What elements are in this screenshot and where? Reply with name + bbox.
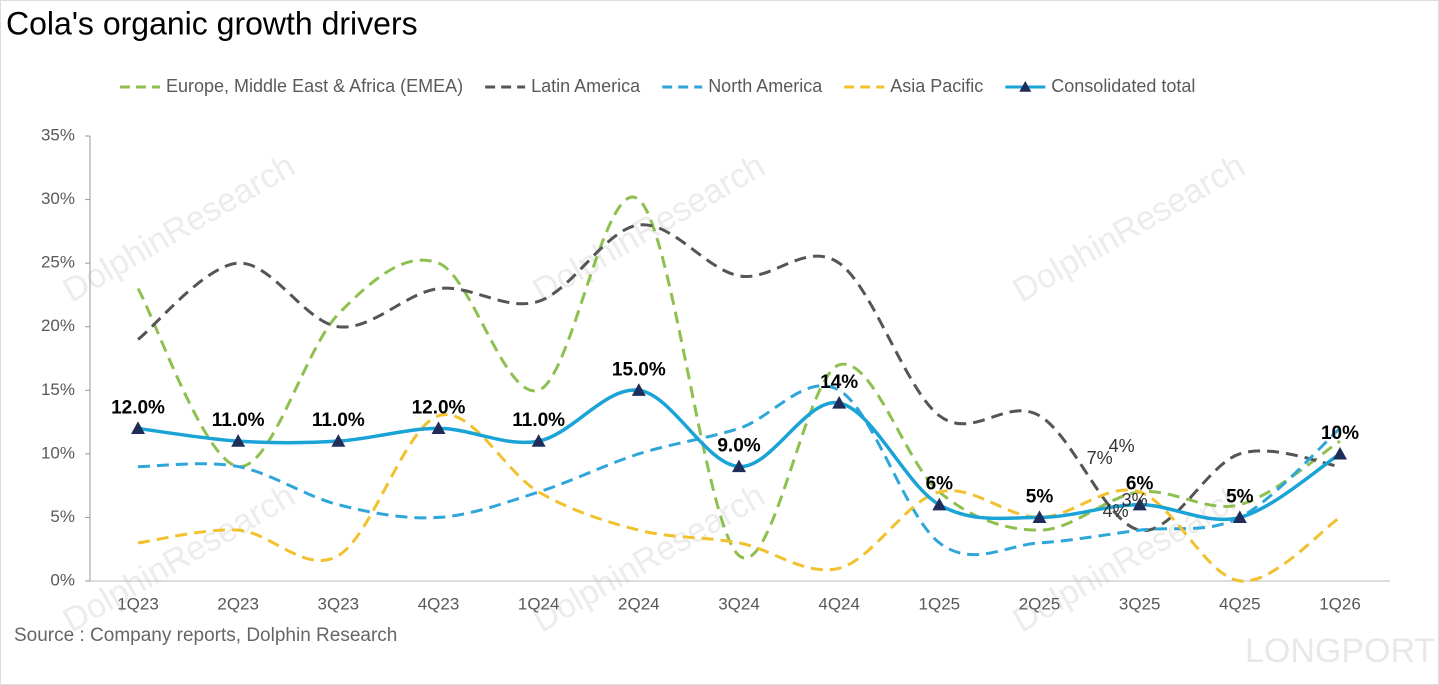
legend-item: Consolidated total — [1005, 76, 1195, 96]
watermark: LONGPORT — [1245, 632, 1435, 670]
y-tick-label: 0% — [50, 570, 75, 589]
x-tick-label: 4Q25 — [1219, 594, 1261, 613]
x-tick-label: 1Q26 — [1319, 594, 1361, 613]
y-tick-label: 35% — [41, 125, 75, 144]
data-label: 5% — [1226, 486, 1254, 507]
legend-label: Consolidated total — [1051, 76, 1195, 96]
x-tick-label: 1Q23 — [117, 594, 159, 613]
point-marker — [531, 434, 546, 447]
y-tick-label: 5% — [50, 507, 75, 526]
legend-item: Latin America — [485, 76, 641, 96]
x-tick-label: 1Q25 — [919, 594, 961, 613]
y-tick-label: 20% — [41, 316, 75, 335]
y-tick-label: 10% — [41, 443, 75, 462]
point-marker — [1032, 510, 1047, 524]
y-tick-label: 30% — [41, 189, 75, 208]
data-label: 5% — [1026, 486, 1054, 507]
legend-label: North America — [708, 76, 823, 96]
annotation: 3% — [1122, 490, 1148, 510]
y-tick-label: 25% — [41, 253, 75, 272]
point-marker — [331, 434, 346, 447]
x-tick-label: 3Q25 — [1119, 594, 1161, 613]
data-label: 11.0% — [212, 410, 265, 431]
point-marker — [732, 459, 746, 473]
data-label: 11.0% — [512, 410, 565, 431]
legend-item: Asia Pacific — [844, 76, 983, 96]
data-label: 12.0% — [111, 397, 165, 418]
legend-item: North America — [662, 76, 823, 96]
annotation: 4% — [1103, 501, 1129, 521]
legend-label: Europe, Middle East & Africa (EMEA) — [166, 76, 463, 96]
legend-label: Asia Pacific — [890, 76, 983, 96]
series-line — [137, 413, 1341, 583]
y-tick-label: 15% — [41, 380, 75, 399]
legend-marker — [1019, 81, 1032, 92]
x-tick-label: 4Q24 — [818, 594, 860, 613]
point-marker — [131, 421, 145, 435]
data-label: 9.0% — [717, 436, 760, 457]
x-tick-label: 2Q23 — [217, 594, 259, 613]
source-note: Source : Company reports, Dolphin Resear… — [14, 625, 397, 646]
point-marker — [832, 396, 847, 409]
data-label: 14% — [820, 372, 858, 393]
x-tick-label: 3Q23 — [318, 594, 360, 613]
x-tick-label: 2Q24 — [618, 594, 660, 613]
series-line — [137, 223, 1341, 532]
data-label: 15.0% — [612, 359, 666, 380]
point-marker — [1333, 446, 1347, 460]
data-label: 6% — [926, 474, 954, 495]
x-tick-label: 1Q24 — [518, 594, 560, 613]
series-line — [137, 384, 1341, 557]
data-label: 6% — [1126, 474, 1154, 495]
point-marker — [1232, 510, 1247, 524]
x-tick-label: 4Q23 — [418, 594, 460, 613]
point-marker — [231, 434, 246, 447]
data-label: 11.0% — [312, 410, 365, 431]
point-marker — [932, 497, 947, 511]
data-label: 12.0% — [412, 397, 466, 418]
legend-label: Latin America — [531, 76, 641, 96]
chart-title: Cola's organic growth drivers — [6, 5, 418, 41]
point-marker — [1132, 497, 1147, 511]
x-tick-label: 2Q25 — [1019, 594, 1061, 613]
data-label: 10% — [1321, 423, 1359, 444]
point-marker — [631, 383, 646, 396]
legend-item: Europe, Middle East & Africa (EMEA) — [120, 76, 463, 96]
point-marker — [431, 421, 446, 435]
series-line — [136, 195, 1341, 560]
annotation: 7% — [1087, 448, 1113, 468]
annotation: 4% — [1109, 436, 1135, 456]
x-tick-label: 3Q24 — [718, 594, 760, 613]
